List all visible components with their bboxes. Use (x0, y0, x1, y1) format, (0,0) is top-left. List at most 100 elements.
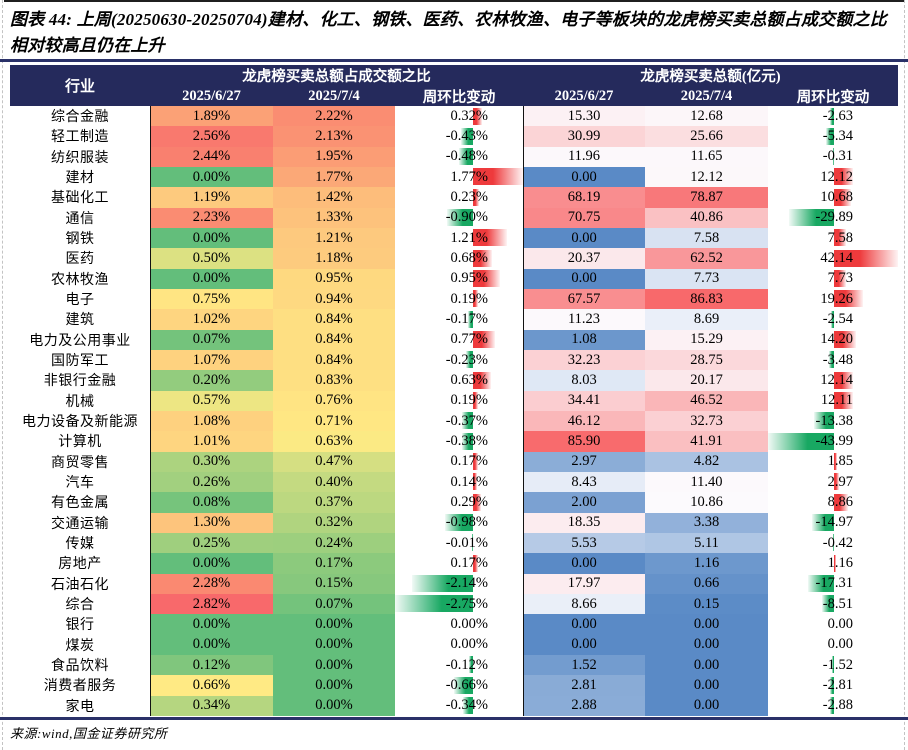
change-databar (472, 554, 478, 572)
ratio-last-week-cell: 0.84% (273, 309, 395, 330)
amount-last-week-cell: 0.00 (645, 654, 768, 676)
ratio-prev-week-cell: 0.57% (150, 390, 273, 411)
ratio-wow-change-cell: 0.29% (395, 492, 523, 512)
change-value: 1.21% (450, 229, 488, 246)
ratio-wow-change-cell: 1.21% (395, 228, 523, 248)
table-row: 纺织服装 2.44% 1.95% -0.48% 11.96 11.65 -0.31 (10, 146, 898, 167)
ratio-last-week-cell: 1.42% (273, 187, 395, 208)
amount-wow-change-cell: 14.20 (768, 330, 898, 350)
change-databar (826, 127, 835, 145)
change-value: -2.88 (822, 697, 853, 714)
amount-wow-change-cell: 2.97 (768, 472, 898, 492)
ratio-wow-change-cell: -0.37% (395, 411, 523, 431)
change-value: -0.48% (445, 148, 488, 165)
change-value: 0.00 (827, 636, 853, 653)
change-value: 0.19% (450, 290, 488, 307)
amount-prev-week-cell: 8.66 (523, 593, 645, 615)
change-databar (447, 209, 473, 227)
ratio-wow-change-cell: 0.32% (395, 106, 523, 126)
industry-cell: 钢铁 (65, 232, 95, 248)
ratio-wow-change-cell: -0.01% (395, 533, 523, 553)
change-value: 2.97 (827, 473, 853, 490)
change-value: -0.01% (445, 534, 488, 551)
page-left-dashed-border (2, 0, 3, 750)
amount-last-week-cell: 0.66 (645, 573, 768, 594)
column-divider-left (150, 106, 151, 716)
amount-last-week-cell: 62.52 (645, 248, 768, 269)
change-databar (472, 249, 493, 267)
amount-last-week-cell: 32.73 (645, 410, 768, 432)
ratio-prev-week-cell: 2.44% (150, 146, 273, 167)
amount-wow-change-cell: 12.11 (768, 391, 898, 411)
ratio-prev-week-cell: 0.50% (150, 248, 273, 269)
ratio-prev-week-cell: 0.34% (150, 695, 273, 716)
ratio-wow-change-cell: 0.00% (395, 614, 523, 634)
industry-cell: 通信 (65, 211, 95, 227)
change-value: -8.51 (822, 595, 853, 612)
change-value: 0.19% (450, 392, 488, 409)
figure-title-text: 上周(20250630-20250704)建材、化工、钢铁、医药、农林牧渔、电子… (10, 10, 887, 55)
ratio-wow-change-cell: 0.77% (395, 330, 523, 350)
ratio-prev-week-cell: 0.66% (150, 675, 273, 696)
change-databar (834, 270, 847, 288)
ratio-last-week-cell: 0.37% (273, 492, 395, 513)
amount-prev-week-cell: 8.43 (523, 471, 645, 493)
change-databar (472, 188, 480, 206)
change-databar (472, 453, 478, 471)
change-databar (830, 676, 835, 694)
table-row: 传媒 0.25% 0.24% -0.01% 5.53 5.11 -0.42 (10, 532, 898, 554)
table-row: 商贸零售 0.30% 0.47% 0.17% 2.97 4.82 1.85 (10, 451, 898, 472)
industry-cell: 食品饮料 (51, 659, 109, 675)
change-value: 12.12 (820, 168, 853, 185)
amount-wow-change-cell: 7.73 (768, 269, 898, 289)
amount-prev-week-cell: 85.90 (523, 431, 645, 452)
column-header-ratio-wow-change: 周环比变动 (422, 89, 496, 106)
table-row: 建材 0.00% 1.77% 1.77% 0.00 12.12 12.12 (10, 166, 898, 188)
ratio-wow-change-cell: -0.90% (395, 208, 523, 228)
amount-wow-change-cell: -29.89 (768, 208, 898, 228)
industry-cell: 商贸零售 (51, 455, 109, 471)
change-value: 0.00 (827, 615, 853, 632)
change-databar (468, 310, 473, 328)
amount-last-week-cell: 86.83 (645, 288, 768, 310)
amount-wow-change-cell: -43.99 (768, 431, 898, 451)
change-databar (834, 331, 856, 349)
change-value: -13.38 (815, 412, 853, 429)
change-value: -17.31 (815, 575, 853, 592)
table-row: 通信 2.23% 1.33% -0.90% 70.75 40.86 -29.89 (10, 207, 898, 228)
ratio-prev-week-cell: 1.89% (150, 106, 273, 127)
amount-prev-week-cell: 11.23 (523, 309, 645, 330)
change-databar (463, 697, 473, 715)
change-databar (832, 656, 835, 674)
amount-last-week-cell: 8.69 (645, 309, 768, 330)
change-databar (412, 575, 473, 593)
industry-cell: 石油石化 (51, 577, 109, 593)
table-row: 综合金融 1.89% 2.22% 0.32% 15.30 12.68 -2.63 (10, 106, 898, 127)
amount-wow-change-cell: 1.85 (768, 452, 898, 472)
amount-wow-change-cell: -14.97 (768, 513, 898, 533)
change-value: -2.81 (822, 676, 853, 693)
change-databar (472, 290, 479, 308)
ratio-last-week-cell: 2.22% (273, 106, 395, 127)
amount-wow-change-cell: -2.63 (768, 106, 898, 126)
change-databar (834, 188, 851, 206)
change-value: -2.14% (445, 575, 488, 592)
table-row: 非银行金融 0.20% 0.83% 0.63% 8.03 20.17 12.14 (10, 370, 898, 391)
ratio-wow-change-cell: 0.14% (395, 472, 523, 492)
ratio-wow-change-cell: 0.23% (395, 187, 523, 207)
table-row: 家电 0.34% 0.00% -0.34% 2.88 0.00 -2.88 (10, 695, 898, 716)
ratio-wow-change-cell: -2.14% (395, 574, 523, 594)
industry-cell: 建筑 (65, 313, 95, 329)
industry-cell: 农林牧渔 (51, 272, 109, 288)
amount-wow-change-cell: -2.54 (768, 309, 898, 329)
change-value: 0.68% (450, 249, 488, 266)
ratio-last-week-cell: 0.24% (273, 532, 395, 554)
amount-wow-change-cell: -8.51 (768, 594, 898, 614)
change-value: 42.14 (820, 249, 853, 266)
industry-cell: 基础化工 (51, 191, 109, 207)
table-row: 房地产 0.00% 0.17% 0.17% 0.00 1.16 1.16 (10, 553, 898, 574)
ratio-prev-week-cell: 1.08% (150, 410, 273, 432)
column-header-ratio-date2: 2025/7/4 (308, 87, 360, 104)
industry-cell: 电力设备及新能源 (22, 415, 138, 431)
column-divider-middle (523, 106, 524, 716)
